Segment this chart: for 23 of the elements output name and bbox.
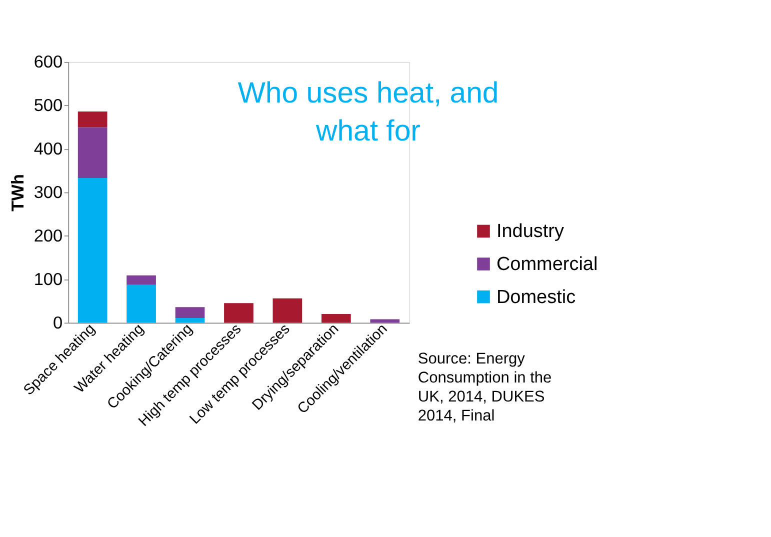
y-tick-label: 100: [34, 268, 63, 289]
bar: [175, 318, 205, 323]
y-tick-label: 400: [34, 138, 63, 159]
y-tick-label: 200: [34, 225, 63, 246]
bar: [321, 314, 351, 323]
bar: [370, 319, 400, 323]
legend-label: Industry: [496, 221, 564, 242]
bar: [126, 275, 156, 285]
bar: [78, 112, 108, 128]
legend-label: Domestic: [496, 286, 576, 308]
bar: [78, 178, 108, 323]
bar: [126, 284, 156, 323]
bar: [272, 298, 302, 323]
legend-label: Commercial: [496, 254, 598, 276]
bar: [78, 127, 108, 178]
y-tick-label: 600: [34, 52, 63, 72]
y-tick-label: 300: [34, 182, 63, 202]
text: Who uses heat, and what for: [238, 76, 499, 148]
y-axis-title: TWh: [7, 174, 28, 212]
bar: [224, 303, 254, 323]
bar: [175, 307, 205, 318]
source-note: Source: Energy Consumption in the UK, 2014, DUKES 2014, Final: [418, 350, 552, 424]
y-tick-label: 500: [34, 95, 63, 116]
